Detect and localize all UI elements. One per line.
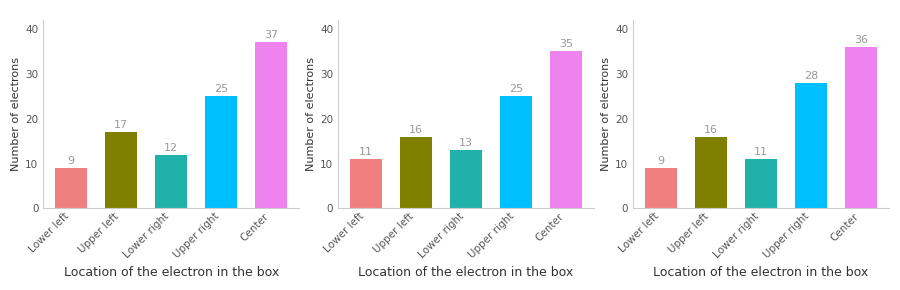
Bar xyxy=(205,96,238,209)
Text: 37: 37 xyxy=(264,30,278,41)
Bar xyxy=(400,137,432,209)
Bar xyxy=(644,168,677,209)
Text: 25: 25 xyxy=(214,84,229,94)
Text: 9: 9 xyxy=(68,156,75,166)
Bar xyxy=(155,155,187,209)
X-axis label: Location of the electron in the box: Location of the electron in the box xyxy=(64,266,279,279)
Text: 25: 25 xyxy=(509,84,523,94)
X-axis label: Location of the electron in the box: Location of the electron in the box xyxy=(358,266,573,279)
Bar xyxy=(55,168,87,209)
Y-axis label: Number of electrons: Number of electrons xyxy=(601,57,611,171)
Text: 13: 13 xyxy=(459,138,473,148)
Bar xyxy=(795,83,827,209)
Text: 9: 9 xyxy=(657,156,664,166)
Bar xyxy=(450,150,482,209)
Bar xyxy=(500,96,532,209)
Text: 36: 36 xyxy=(854,35,868,45)
X-axis label: Location of the electron in the box: Location of the electron in the box xyxy=(653,266,868,279)
Bar xyxy=(845,47,877,209)
Bar xyxy=(255,42,287,209)
Text: 16: 16 xyxy=(410,125,423,135)
Y-axis label: Number of electrons: Number of electrons xyxy=(306,57,316,171)
Text: 11: 11 xyxy=(359,147,374,157)
Bar xyxy=(105,132,138,209)
Text: 16: 16 xyxy=(704,125,718,135)
Text: 28: 28 xyxy=(804,71,818,81)
Text: 35: 35 xyxy=(559,39,573,50)
Bar xyxy=(695,137,727,209)
Bar xyxy=(550,51,582,209)
Y-axis label: Number of electrons: Number of electrons xyxy=(11,57,21,171)
Text: 12: 12 xyxy=(164,143,178,153)
Text: 11: 11 xyxy=(754,147,768,157)
Bar xyxy=(350,159,382,209)
Bar xyxy=(744,159,778,209)
Text: 17: 17 xyxy=(114,120,128,130)
